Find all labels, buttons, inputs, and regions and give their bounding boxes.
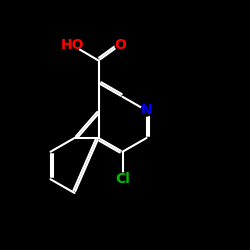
Text: HO: HO [60,38,84,52]
Text: N: N [141,104,152,118]
Circle shape [116,173,129,186]
Text: O: O [114,38,126,52]
Circle shape [64,38,80,52]
Circle shape [115,40,125,50]
Circle shape [141,105,152,116]
Text: Cl: Cl [115,172,130,186]
